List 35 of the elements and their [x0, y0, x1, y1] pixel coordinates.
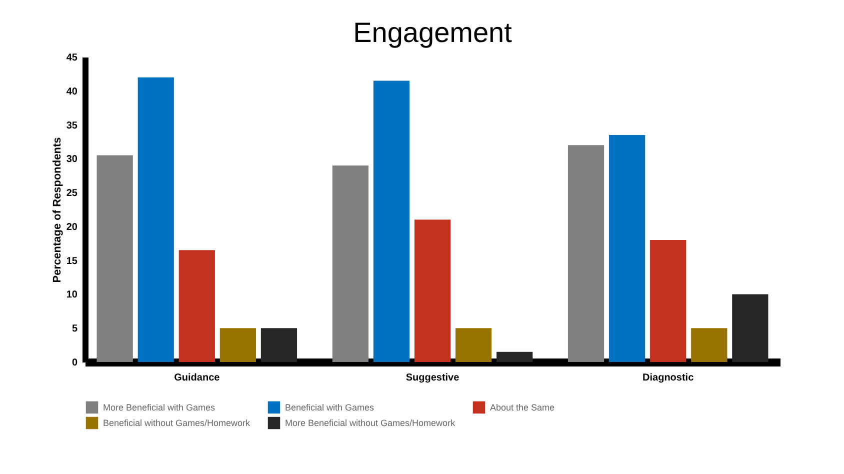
y-tick-label: 40 [66, 86, 78, 98]
y-tick-label: 15 [66, 256, 78, 267]
y-axis-title: Percentage of Respondents [51, 137, 64, 283]
y-tick-label: 5 [72, 324, 78, 335]
bar [138, 77, 174, 362]
bar [650, 240, 686, 362]
x-tick-label: Diagnostic [642, 372, 694, 384]
bar [373, 80, 410, 362]
legend-label: Beneficial without Games/Homework [103, 418, 251, 428]
y-tick-label: 25 [66, 188, 78, 200]
legend-label: About the Same [490, 402, 555, 412]
bar [609, 134, 646, 362]
bar [178, 250, 215, 362]
bar [496, 352, 533, 362]
bar [96, 155, 133, 362]
legend-label: More Beneficial with Games [103, 402, 216, 412]
x-tick-label: Suggestive [406, 372, 460, 384]
bar [568, 145, 604, 362]
y-tick-label: 45 [66, 52, 78, 64]
legend-label: Beneficial with Games [285, 402, 375, 412]
bar [220, 328, 256, 362]
bar [732, 294, 768, 362]
y-tick-label: 20 [66, 222, 78, 233]
y-tick-label: 30 [66, 154, 78, 166]
y-tick-label: 0 [72, 358, 78, 368]
bar [414, 220, 451, 362]
legend-label: More Beneficial without Games/Homework [285, 418, 456, 428]
y-tick-label: 35 [66, 120, 78, 132]
chart-title: Engagement [353, 17, 512, 48]
x-tick-label: Guidance [174, 372, 220, 384]
bar [260, 328, 298, 362]
y-tick-label: 10 [66, 290, 78, 301]
bar [691, 328, 728, 362]
bar [455, 328, 492, 362]
bar [332, 165, 368, 362]
